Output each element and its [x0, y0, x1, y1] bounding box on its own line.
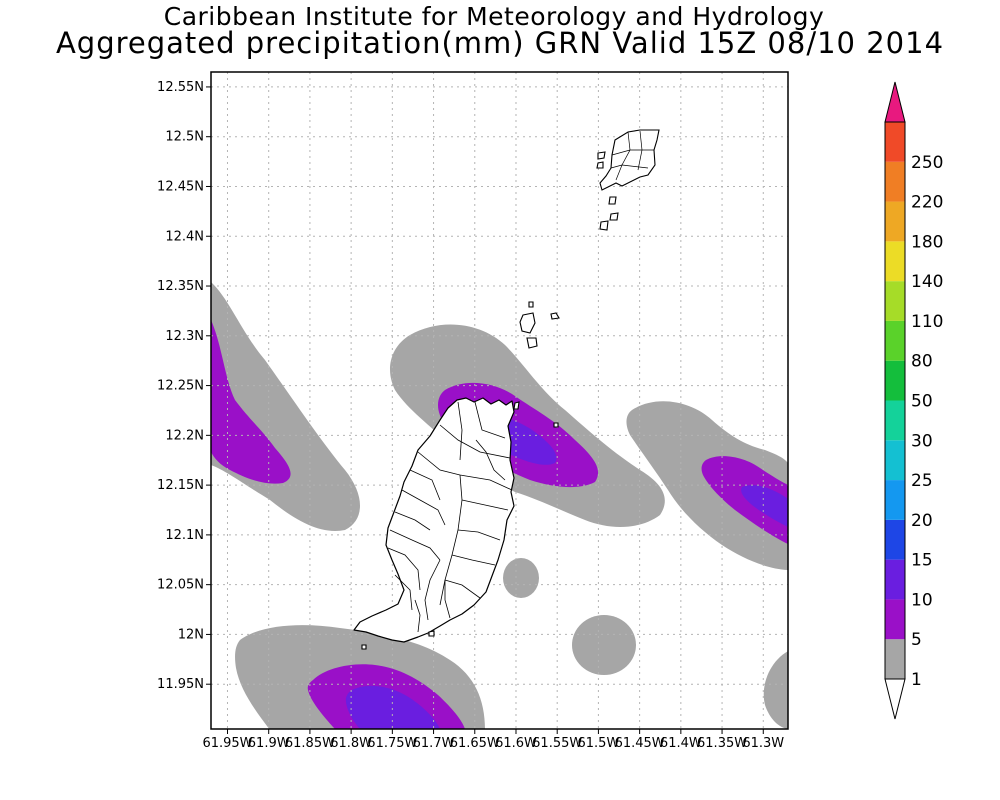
chart-subtitle: Aggregated precipitation(mm) GRN Valid 1… [55, 26, 945, 60]
lat-tick-label: 12.2N [165, 428, 204, 443]
lat-tick-label: 12.45N [157, 179, 204, 194]
rain-area-gray [572, 615, 636, 675]
lat-tick-label: 12.5N [165, 130, 204, 145]
colorbar-label: 140 [911, 272, 943, 292]
colorbar-bin [885, 320, 905, 361]
colorbar-label: 180 [911, 232, 943, 252]
colorbar-bin [885, 639, 905, 679]
lon-tick-label: 61.4W [660, 736, 702, 751]
rain-area-gray [626, 401, 788, 570]
colorbar-label: 250 [911, 153, 943, 173]
lon-tick-label: 61.85W [285, 736, 335, 751]
colorbar-bin [885, 360, 905, 401]
grenada-island [353, 397, 515, 643]
colorbar-label: 25 [911, 471, 933, 491]
colorbar-label: 220 [911, 193, 943, 213]
lon-tick-label: 61.95W [202, 736, 252, 751]
colorbar-bin [885, 440, 905, 481]
islet [597, 151, 606, 160]
lat-tick-label: 12.1N [165, 528, 204, 543]
rain-area-violet [345, 685, 440, 729]
islet [553, 422, 559, 428]
islet [519, 312, 536, 334]
rain-area-purple [701, 456, 788, 545]
colorbar-bin [885, 161, 905, 202]
lon-tick-label: 61.9W [248, 736, 290, 751]
colorbar-label: 1 [911, 670, 922, 690]
precipitation-shading [211, 282, 788, 729]
colorbar-bin [885, 400, 905, 441]
colorbar-label: 110 [911, 312, 943, 332]
colorbar-bin [885, 241, 905, 282]
carriacou-islands [361, 129, 660, 650]
colorbar-bin [885, 519, 905, 560]
colorbar-high-arrow [884, 81, 906, 123]
colorbar-bin [885, 201, 905, 242]
grenada-coastline [353, 397, 515, 643]
map-grid [211, 72, 788, 729]
lat-tick-label: 11.95N [157, 677, 204, 692]
lon-tick-label: 61.5W [578, 736, 620, 751]
rain-area-purple [211, 320, 291, 484]
islet [513, 401, 520, 410]
colorbar-label: 15 [911, 551, 933, 571]
lon-tick-label: 61.45W [615, 736, 665, 751]
axis-ticks [206, 86, 764, 734]
chart-title: Caribbean Institute for Meteorology and … [163, 2, 825, 31]
carriacou-boundaries [610, 130, 654, 181]
lat-tick-label: 12.3N [165, 329, 204, 344]
lat-tick-label: 12.35N [157, 279, 204, 294]
colorbar-label: 50 [911, 392, 933, 412]
colorbar-bin [885, 281, 905, 321]
lon-tick-label: 61.75W [367, 736, 417, 751]
colorbar-bin [885, 559, 905, 600]
colorbar-low-arrow [884, 678, 906, 720]
rain-area-gray [763, 651, 788, 729]
colorbar-frame [884, 121, 906, 680]
islet [596, 161, 604, 169]
carriacou [599, 129, 660, 191]
grenada-internal-boundaries [387, 401, 513, 633]
latitude-labels: 12.55N 12.5N 12.45N 12.4N 12.35N 12.3N 12.25N 1… [157, 80, 204, 692]
lat-tick-label: 12.15N [157, 478, 204, 493]
colorbar-label: 20 [911, 511, 933, 531]
lon-tick-label: 61.3W [742, 736, 784, 751]
lon-tick-label: 61.35W [697, 736, 747, 751]
colorbar-bin [885, 122, 905, 162]
colorbar-label: 30 [911, 431, 933, 451]
lat-tick-label: 12.4N [165, 229, 204, 244]
rain-area-gray [503, 558, 539, 598]
rain-area-violet [741, 485, 788, 527]
islet [428, 630, 435, 637]
colorbar-bin [885, 599, 905, 640]
lat-tick-label: 12N [178, 627, 204, 642]
colorbar-label: 5 [911, 630, 922, 650]
islet [599, 220, 609, 231]
islet [361, 644, 367, 650]
islet [526, 337, 538, 349]
lat-tick-label: 12.25N [157, 379, 204, 394]
islet [550, 312, 560, 320]
colorbar-label: 10 [911, 590, 933, 610]
colorbar-label: 80 [911, 352, 933, 372]
lon-tick-label: 61.6W [495, 736, 537, 751]
islet [608, 196, 617, 205]
lat-tick-label: 12.05N [157, 578, 204, 593]
islet [609, 212, 619, 221]
lon-tick-label: 61.65W [450, 736, 500, 751]
colorbar-bin [885, 480, 905, 520]
islet [528, 301, 534, 308]
lat-tick-label: 12.55N [157, 80, 204, 95]
map-frame [210, 71, 789, 730]
longitude-labels: 61.95W61.9W61.85W61.8W61.75W61.7W61.65W6… [202, 736, 784, 751]
lon-tick-label: 61.7W [413, 736, 455, 751]
lon-tick-label: 61.55W [532, 736, 582, 751]
lon-tick-label: 61.8W [330, 736, 372, 751]
